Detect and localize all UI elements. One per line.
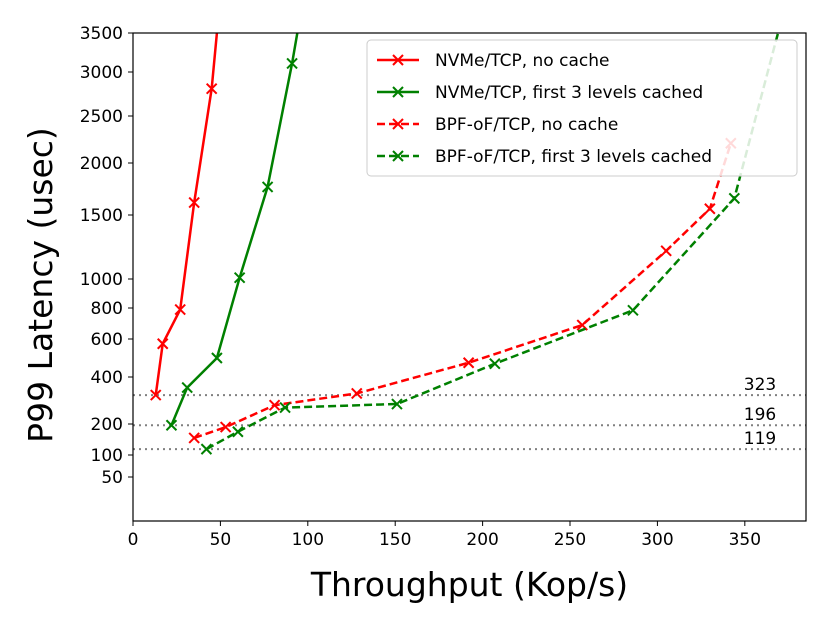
data-point xyxy=(391,398,403,410)
data-point xyxy=(489,357,501,370)
legend-entry: NVMe/TCP, no cache xyxy=(377,51,609,71)
y-tick-label: 2500 xyxy=(80,107,123,127)
legend-label: NVMe/TCP, first 3 levels cached xyxy=(435,83,703,103)
data-point xyxy=(165,419,178,431)
data-point xyxy=(286,57,298,70)
y-tick-label: 1500 xyxy=(80,206,123,226)
legend: NVMe/TCP, no cache NVMe/TCP, first 3 leve… xyxy=(366,39,798,177)
legend-entry: BPF-oF/TCP, no cache xyxy=(377,115,618,135)
series-line xyxy=(193,142,733,440)
x-tick-label: 0 xyxy=(128,530,139,550)
legend-label: NVMe/TCP, no cache xyxy=(435,51,609,71)
ticks: 0 50 100 150 200 250 300 3505010020040060080010… xyxy=(80,24,761,550)
legend-label: BPF-oF/TCP, first 3 levels cached xyxy=(435,147,712,167)
data-point xyxy=(157,338,169,350)
legend-entry: BPF-oF/TCP, first 3 levels cached xyxy=(377,147,712,167)
series-line xyxy=(205,33,780,451)
x-tick-label: 300 xyxy=(641,530,673,550)
reference-line-label: 196 xyxy=(744,405,776,425)
data-point xyxy=(181,381,193,394)
reference-line-label: 323 xyxy=(744,375,776,395)
x-tick-label: 50 xyxy=(210,530,232,550)
reference-line-label: 119 xyxy=(744,429,776,449)
data-point xyxy=(279,401,291,414)
series-layer xyxy=(150,33,780,455)
y-tick-label: 100 xyxy=(91,446,123,466)
data-point xyxy=(704,203,716,215)
legend-entry: NVMe/TCP, first 3 levels cached xyxy=(377,83,703,103)
y-axis-title: P99 Latency (usec) xyxy=(21,127,60,443)
reference-lines: 323 196 119 xyxy=(133,375,806,451)
legend-label: BPF-oF/TCP, no cache xyxy=(435,115,618,135)
legend-box xyxy=(366,39,798,177)
y-tick-label: 1000 xyxy=(80,270,123,290)
data-point xyxy=(233,272,246,284)
data-point xyxy=(728,192,741,205)
x-axis-title: Throughput (Kop/s) xyxy=(310,565,628,604)
y-tick-label: 400 xyxy=(91,368,123,388)
x-tick-label: 150 xyxy=(379,530,411,550)
x-tick-label: 350 xyxy=(729,530,761,550)
x-tick-label: 200 xyxy=(466,530,498,550)
data-point xyxy=(188,196,200,209)
data-point xyxy=(261,181,274,193)
y-tick-label: 2000 xyxy=(80,154,123,174)
y-tick-label: 3000 xyxy=(80,63,123,83)
y-tick-label: 600 xyxy=(91,330,123,350)
data-point xyxy=(660,245,672,257)
data-point xyxy=(576,319,588,331)
series-line xyxy=(154,33,219,396)
data-point xyxy=(150,389,162,401)
data-point xyxy=(174,303,186,316)
data-point xyxy=(232,426,244,438)
y-tick-label: 800 xyxy=(91,299,123,319)
data-point xyxy=(205,83,218,95)
data-point xyxy=(188,432,200,444)
plot-frame xyxy=(132,32,807,522)
data-point xyxy=(462,357,475,369)
data-point xyxy=(211,352,223,364)
axes xyxy=(132,32,807,522)
data-point xyxy=(268,399,281,411)
data-point xyxy=(627,304,639,317)
data-point xyxy=(200,443,213,455)
y-tick-label: 3500 xyxy=(80,24,123,44)
x-tick-label: 250 xyxy=(554,530,586,550)
data-point xyxy=(219,421,232,433)
data-point xyxy=(351,387,363,400)
y-tick-label: 50 xyxy=(101,468,123,488)
y-tick-label: 200 xyxy=(91,415,123,435)
x-tick-label: 100 xyxy=(292,530,324,550)
